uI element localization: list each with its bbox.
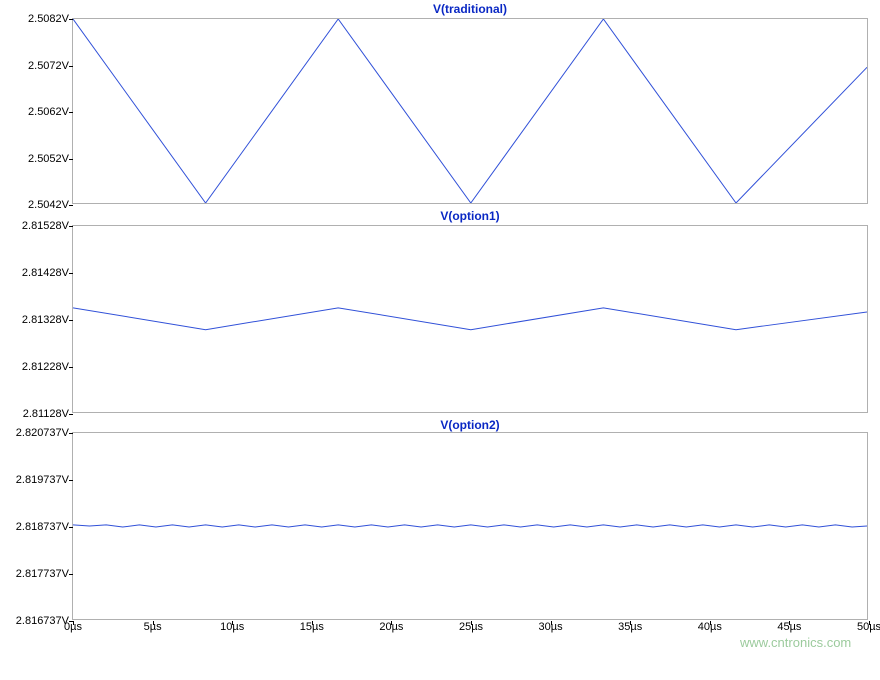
x-tick-mark bbox=[869, 621, 870, 625]
x-tick-mark bbox=[232, 621, 233, 625]
x-tick-mark bbox=[312, 621, 313, 625]
y-tick-label: 2.818737V bbox=[16, 521, 73, 533]
panel-title: V(traditional) bbox=[72, 2, 868, 16]
panel-title: V(option2) bbox=[72, 418, 868, 432]
x-tick-mark bbox=[789, 621, 790, 625]
series-line bbox=[73, 308, 867, 330]
y-tick-label: 2.5052V bbox=[28, 153, 73, 165]
watermark: www.cntronics.com bbox=[740, 635, 851, 650]
series-line bbox=[73, 525, 867, 527]
y-tick-mark bbox=[69, 414, 73, 415]
plot-area: 2.5042V2.5052V2.5062V2.5072V2.5082V bbox=[72, 18, 868, 204]
waveform bbox=[73, 226, 867, 412]
y-tick-label: 2.820737V bbox=[16, 427, 73, 439]
y-tick-label: 2.81428V bbox=[22, 267, 73, 279]
x-tick-mark bbox=[471, 621, 472, 625]
x-tick-mark bbox=[391, 621, 392, 625]
y-tick-label: 2.5072V bbox=[28, 60, 73, 72]
plot-area: 2.81128V2.81228V2.81328V2.81428V2.81528V bbox=[72, 225, 868, 413]
y-tick-label: 2.5042V bbox=[28, 199, 73, 211]
series-line bbox=[73, 19, 867, 203]
y-tick-label: 2.81128V bbox=[23, 408, 73, 420]
x-tick-mark bbox=[153, 621, 154, 625]
y-tick-label: 2.81528V bbox=[22, 220, 73, 232]
x-tick-mark bbox=[551, 621, 552, 625]
y-tick-label: 2.817737V bbox=[16, 568, 73, 580]
y-tick-mark bbox=[69, 205, 73, 206]
y-tick-label: 2.819737V bbox=[16, 474, 73, 486]
plot-area: 2.816737V2.817737V2.818737V2.819737V2.82… bbox=[72, 432, 868, 620]
waveform bbox=[73, 433, 867, 619]
chart-root: V(traditional)2.5042V2.5052V2.5062V2.507… bbox=[0, 0, 880, 680]
panel-title: V(option1) bbox=[72, 209, 868, 223]
x-tick-mark bbox=[73, 621, 74, 625]
waveform bbox=[73, 19, 867, 203]
y-tick-label: 2.81228V bbox=[22, 361, 73, 373]
y-tick-label: 2.81328V bbox=[22, 314, 73, 326]
x-tick-mark bbox=[630, 621, 631, 625]
y-tick-label: 2.5062V bbox=[28, 106, 73, 118]
x-tick-mark bbox=[710, 621, 711, 625]
y-tick-label: 2.5082V bbox=[28, 13, 73, 25]
